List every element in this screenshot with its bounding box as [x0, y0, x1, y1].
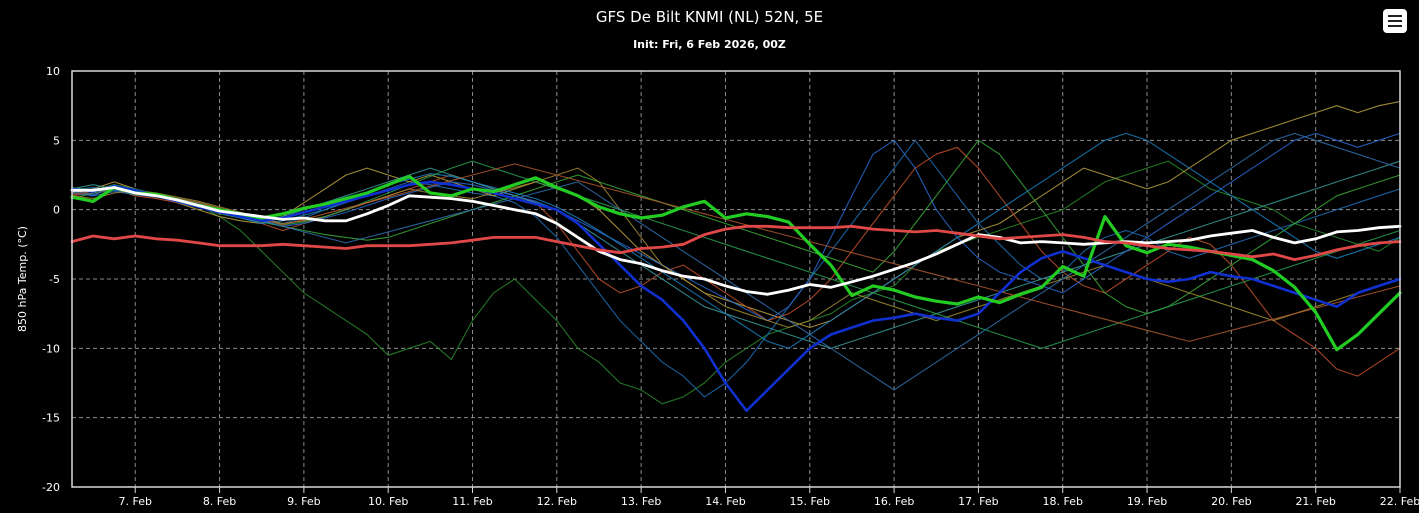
x-tick-label: 20. Feb: [1211, 495, 1251, 508]
x-tick-label: 21. Feb: [1295, 495, 1335, 508]
series-line-operational: [70, 174, 1402, 352]
x-tick-label: 12. Feb: [537, 495, 577, 508]
y-tick-label: -10: [42, 342, 60, 355]
menu-bar: [1388, 20, 1402, 22]
y-tick-label: -20: [42, 481, 60, 494]
x-tick-label: 17. Feb: [958, 495, 998, 508]
x-tick-label: 13. Feb: [621, 495, 661, 508]
series-line-member: [71, 132, 1401, 322]
x-tick-label: 7. Feb: [119, 495, 152, 508]
series-line-member: [71, 160, 1401, 349]
x-tick-label: 15. Feb: [790, 495, 830, 508]
chart-subtitle: Init: Fri, 6 Feb 2026, 00Z: [633, 38, 786, 51]
series-line-control: [70, 180, 1402, 413]
y-tick-label: -5: [49, 273, 60, 286]
x-tick-label: 11. Feb: [452, 495, 492, 508]
hamburger-menu-icon[interactable]: [1383, 9, 1407, 33]
y-tick-label: 0: [53, 204, 60, 217]
x-tick-label: 14. Feb: [705, 495, 745, 508]
axis-layer: 10 5 0 -5 -10 -15 -20 7. Feb 8. Feb 9. Feb 10. Feb…: [42, 65, 1419, 508]
series-line-member: [71, 139, 1401, 398]
series-line-climate: [70, 224, 1402, 262]
series-layer: [70, 100, 1402, 413]
series-line-member: [71, 163, 1401, 342]
x-tick-label: 19. Feb: [1127, 495, 1167, 508]
series-line-mean: [70, 186, 1402, 296]
plot-frame: [71, 70, 1401, 488]
menu-bar: [1388, 25, 1402, 27]
x-tick-label: 16. Feb: [874, 495, 914, 508]
grid-layer: [72, 71, 1401, 487]
series-line-member: [71, 146, 1401, 377]
x-tick-label: 9. Feb: [287, 495, 320, 508]
y-axis-label: 850 hPa Temp. (°C): [16, 226, 29, 332]
x-tick-label: 8. Feb: [203, 495, 236, 508]
series-line-member: [71, 160, 1401, 405]
series-line-member: [71, 160, 1401, 349]
x-tick-label: 22. Feb: [1380, 495, 1419, 508]
x-tick-label: 18. Feb: [1042, 495, 1082, 508]
y-tick-label: 10: [46, 65, 60, 78]
y-tick-label: 5: [53, 134, 60, 147]
menu-bar: [1388, 15, 1402, 17]
y-tick-label: -15: [42, 412, 60, 425]
chart-title: GFS De Bilt KNMI (NL) 52N, 5E: [595, 8, 824, 26]
series-line-member: [71, 132, 1401, 391]
x-tick-label: 10. Feb: [368, 495, 408, 508]
